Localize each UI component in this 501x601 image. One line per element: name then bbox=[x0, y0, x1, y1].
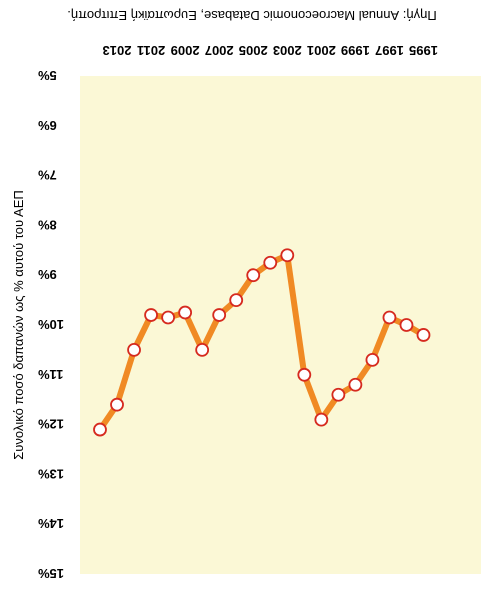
data-point bbox=[297, 367, 312, 382]
data-point bbox=[263, 255, 278, 270]
data-point bbox=[416, 328, 431, 342]
y-tick-label: 6% bbox=[38, 118, 57, 133]
data-point bbox=[144, 308, 158, 322]
data-point bbox=[280, 248, 295, 263]
x-tick-label: 2001 bbox=[307, 43, 336, 58]
chart-source-note: Πηγή: Annual Macroeconomic Database, Ευρ… bbox=[67, 8, 437, 23]
data-point bbox=[195, 342, 210, 357]
data-point bbox=[314, 412, 329, 427]
data-point bbox=[161, 310, 176, 325]
x-tick-label: 2009 bbox=[171, 43, 200, 58]
data-markers bbox=[93, 248, 431, 437]
y-tick-label: 8% bbox=[38, 217, 57, 232]
x-tick-label: 2013 bbox=[103, 43, 132, 58]
y-axis: 5% 6% 7% 8% 9% 10% 11% 12% 13% 14% 15% bbox=[38, 68, 64, 581]
y-axis-label: Συνολικό ποσό δαπανών ως % αυτού του ΑΕΠ bbox=[11, 190, 26, 460]
data-point bbox=[331, 387, 346, 402]
data-point bbox=[348, 377, 363, 392]
x-axis: 1995 1997 1999 2001 2003 2005 2007 2009 2011 2013 bbox=[103, 43, 438, 58]
y-tick-label: 5% bbox=[38, 68, 57, 83]
x-tick-label: 2005 bbox=[239, 43, 268, 58]
x-tick-label: 1999 bbox=[341, 43, 370, 58]
data-point bbox=[212, 308, 227, 322]
data-point bbox=[93, 422, 107, 437]
data-point bbox=[399, 318, 414, 332]
data-point bbox=[127, 342, 141, 357]
y-tick-label: 10% bbox=[38, 317, 64, 332]
y-tick-label: 12% bbox=[38, 417, 64, 432]
y-tick-label: 11% bbox=[38, 367, 64, 382]
x-tick-label: 2007 bbox=[205, 43, 234, 58]
data-point bbox=[110, 397, 124, 412]
y-tick-label: 14% bbox=[38, 516, 64, 531]
data-point bbox=[246, 268, 261, 283]
data-point bbox=[229, 293, 244, 308]
y-tick-label: 15% bbox=[38, 566, 64, 581]
x-tick-label: 1995 bbox=[409, 43, 438, 58]
data-point bbox=[382, 310, 397, 325]
x-tick-label: 2003 bbox=[273, 43, 302, 58]
y-tick-label: 9% bbox=[38, 267, 57, 282]
y-tick-label: 7% bbox=[38, 168, 57, 183]
x-tick-label: 2011 bbox=[137, 43, 165, 58]
data-point bbox=[178, 305, 193, 320]
y-tick-label: 13% bbox=[38, 466, 64, 481]
data-point bbox=[365, 352, 380, 367]
x-tick-label: 1997 bbox=[375, 43, 404, 58]
plot-area bbox=[80, 76, 481, 574]
